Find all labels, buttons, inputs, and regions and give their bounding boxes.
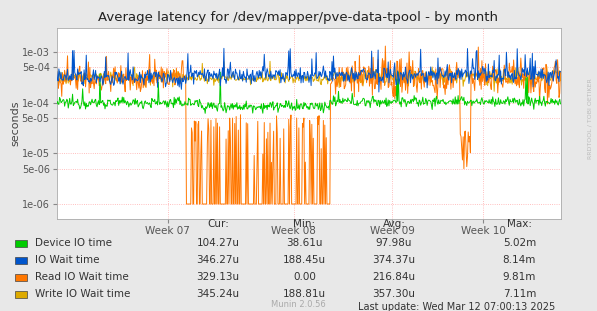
Text: 357.30u: 357.30u [373,289,416,299]
Text: Avg:: Avg: [383,219,405,229]
Text: 7.11m: 7.11m [503,289,536,299]
Text: 38.61u: 38.61u [286,238,323,248]
Text: 97.98u: 97.98u [376,238,413,248]
Text: IO Wait time: IO Wait time [35,255,99,265]
Text: 5.02m: 5.02m [503,238,536,248]
Text: Write IO Wait time: Write IO Wait time [35,289,130,299]
Text: 346.27u: 346.27u [196,255,239,265]
Text: Device IO time: Device IO time [35,238,112,248]
Text: 0.00: 0.00 [293,272,316,282]
Text: 216.84u: 216.84u [373,272,416,282]
Text: 329.13u: 329.13u [196,272,239,282]
Text: Read IO Wait time: Read IO Wait time [35,272,128,282]
Text: Max:: Max: [507,219,532,229]
Text: 104.27u: 104.27u [196,238,239,248]
Text: Average latency for /dev/mapper/pve-data-tpool - by month: Average latency for /dev/mapper/pve-data… [99,11,498,24]
Text: Cur:: Cur: [207,219,229,229]
Text: 345.24u: 345.24u [196,289,239,299]
Text: 188.45u: 188.45u [283,255,326,265]
Text: Munin 2.0.56: Munin 2.0.56 [271,300,326,309]
Text: 188.81u: 188.81u [283,289,326,299]
Text: 9.81m: 9.81m [503,272,536,282]
Text: Last update: Wed Mar 12 07:00:13 2025: Last update: Wed Mar 12 07:00:13 2025 [358,302,555,311]
Text: RRDTOOL / TOBI OETIKER: RRDTOOL / TOBI OETIKER [588,78,593,159]
Text: 374.37u: 374.37u [373,255,416,265]
Text: 8.14m: 8.14m [503,255,536,265]
Y-axis label: seconds: seconds [10,101,20,146]
Text: Min:: Min: [293,219,316,229]
